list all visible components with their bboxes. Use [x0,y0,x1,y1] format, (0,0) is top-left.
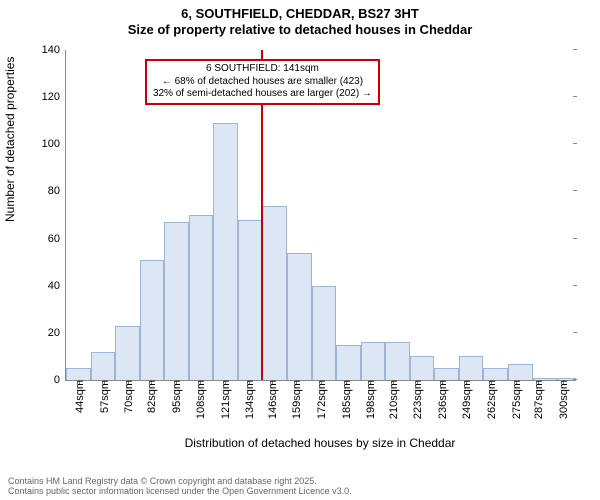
x-tick-label: 44sqm [72,380,86,413]
plot-area: 6 SOUTHFIELD: 141sqm← 68% of detached ho… [65,50,576,381]
footer-line2: Contains public sector information licen… [8,486,352,496]
x-tick-label: 262sqm [484,380,498,419]
histogram-bar [361,342,386,380]
footer-line1: Contains HM Land Registry data © Crown c… [8,476,352,486]
histogram-bar [508,364,533,381]
x-tick-label: 121sqm [218,380,232,419]
histogram-bar [213,123,238,380]
x-tick-label: 300sqm [556,380,570,419]
histogram-bar [140,260,165,380]
annotation-box: 6 SOUTHFIELD: 141sqm← 68% of detached ho… [145,59,380,105]
x-axis-label: Distribution of detached houses by size … [65,436,575,450]
y-tick-label: 40 [48,280,66,292]
annotation-line2: ← 68% of detached houses are smaller (42… [153,76,372,89]
attribution-footer: Contains HM Land Registry data © Crown c… [8,476,352,496]
x-tick-label: 236sqm [435,380,449,419]
chart-area: 6 SOUTHFIELD: 141sqm← 68% of detached ho… [0,0,600,500]
histogram-bar [66,368,91,380]
x-tick-label: 159sqm [289,380,303,419]
histogram-bar [189,215,214,380]
x-tick-label: 287sqm [531,380,545,419]
x-tick-label: 82sqm [144,380,158,413]
histogram-bar [459,356,484,380]
histogram-bar [410,356,435,380]
x-tick-label: 70sqm [121,380,135,413]
x-tick-label: 185sqm [339,380,353,419]
x-tick-label: 249sqm [459,380,473,419]
x-tick-label: 134sqm [242,380,256,419]
histogram-bar [483,368,508,380]
x-tick-label: 95sqm [169,380,183,413]
x-tick-label: 198sqm [363,380,377,419]
y-tick-label: 0 [54,374,66,386]
y-tick-label: 60 [48,233,66,245]
x-tick-label: 210sqm [386,380,400,419]
histogram-bar [164,222,189,380]
histogram-bar [91,352,116,380]
x-tick-label: 146sqm [265,380,279,419]
x-tick-label: 108sqm [193,380,207,419]
x-tick-label: 275sqm [509,380,523,419]
histogram-bar [262,206,287,380]
y-axis-label: Number of detached properties [3,202,17,222]
x-tick-label: 223sqm [410,380,424,419]
histogram-bar [385,342,410,380]
y-tick-label: 100 [42,138,66,150]
histogram-bar [287,253,312,380]
histogram-bar [115,326,140,380]
histogram-bar [312,286,337,380]
histogram-bar [434,368,459,380]
y-tick-label: 120 [42,91,66,103]
x-tick-label: 172sqm [314,380,328,419]
y-tick-label: 140 [42,44,66,56]
histogram-bar [336,345,361,380]
annotation-line3: 32% of semi-detached houses are larger (… [153,88,372,101]
x-tick-label: 57sqm [97,380,111,413]
y-tick-label: 20 [48,327,66,339]
y-tick-label: 80 [48,185,66,197]
annotation-line1: 6 SOUTHFIELD: 141sqm [153,63,372,76]
histogram-bar [238,220,263,380]
